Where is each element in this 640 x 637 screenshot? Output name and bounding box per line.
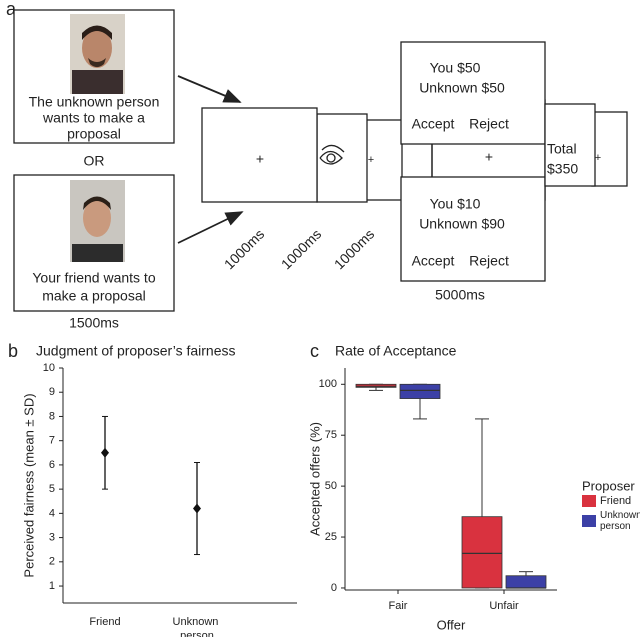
y-tick-label: 6 <box>49 459 55 471</box>
fixation: + <box>256 151 264 167</box>
face-photo <box>70 180 125 262</box>
offer-screen <box>400 41 546 145</box>
offer-text: Unknown $90 <box>419 216 505 232</box>
y-tick-label: 75 <box>325 429 337 441</box>
offer-screen <box>400 176 546 282</box>
y-tick-label: 1 <box>49 580 55 592</box>
x-axis-title: Offer <box>437 617 466 632</box>
fixation: + <box>595 152 601 164</box>
offer-text: Unknown $50 <box>419 80 505 96</box>
offer-text: You $50 <box>430 60 481 76</box>
time-label: 5000ms <box>435 287 485 303</box>
legend-title: Proposer <box>582 478 635 493</box>
box <box>399 383 441 399</box>
y-tick-label: 5 <box>49 483 55 495</box>
reject-option: Reject <box>469 116 509 132</box>
time-label: 1500ms <box>69 315 119 331</box>
panel-label: b <box>8 341 18 361</box>
total-screen <box>544 103 596 187</box>
x-tick-label: Unfair <box>489 600 519 612</box>
screen <box>201 107 318 203</box>
cue-text: make a proposal <box>42 288 146 304</box>
arrow <box>177 75 242 103</box>
y-tick-label: 3 <box>49 531 55 543</box>
panel-label: a <box>6 0 17 19</box>
screen <box>591 111 628 187</box>
time-label: 1000ms <box>221 226 268 273</box>
panel-label: c <box>310 341 319 361</box>
x-tick-label: Fair <box>389 600 408 612</box>
legend-label: Friend <box>600 495 631 507</box>
eye-icon <box>319 144 345 165</box>
y-tick-label: 0 <box>331 582 337 594</box>
y-tick-label: 8 <box>49 410 55 422</box>
cue-text: Your friend wants to <box>32 270 155 286</box>
time-label: 1000ms <box>278 226 325 273</box>
fixation: + <box>485 149 493 165</box>
legend-swatch <box>582 515 596 527</box>
y-tick-label: 2 <box>49 556 55 568</box>
offer-text: You $10 <box>430 196 481 212</box>
total-text: $350 <box>547 161 578 177</box>
mean-point <box>101 447 109 458</box>
y-tick-label: 50 <box>325 480 337 492</box>
total-text: Total <box>547 141 577 157</box>
cue-text: wants to make a <box>42 110 145 126</box>
y-tick-label: 9 <box>49 386 55 398</box>
y-tick-label: 25 <box>325 531 337 543</box>
reject-option: Reject <box>469 253 509 269</box>
mean-point <box>193 503 201 514</box>
accept-option: Accept <box>412 253 455 269</box>
time-label: 1000ms <box>331 226 378 273</box>
or-text: OR <box>84 153 105 169</box>
box <box>505 575 547 589</box>
arrow <box>177 211 244 244</box>
legend-label: Unknown person <box>600 510 640 532</box>
y-axis-title: Accepted offers (%) <box>307 422 322 536</box>
chart-title: Rate of Acceptance <box>335 343 457 359</box>
x-tick-label: Unknown person <box>173 616 222 637</box>
x-tick-label: Friend <box>89 616 120 628</box>
box <box>461 516 503 589</box>
cue-text: proposal <box>67 126 121 142</box>
y-tick-label: 10 <box>43 362 55 374</box>
fixation: + <box>368 154 374 166</box>
y-axis-title: Perceived fairness (mean ± SD) <box>21 393 36 577</box>
legend-swatch <box>582 495 596 507</box>
face-photo <box>70 14 125 94</box>
accept-option: Accept <box>412 116 455 132</box>
y-tick-label: 4 <box>49 507 55 519</box>
chart-title: Judgment of proposer’s fairness <box>36 343 235 359</box>
cue-text: The unknown person <box>29 94 160 110</box>
y-tick-label: 100 <box>319 378 337 390</box>
y-tick-label: 7 <box>49 435 55 447</box>
